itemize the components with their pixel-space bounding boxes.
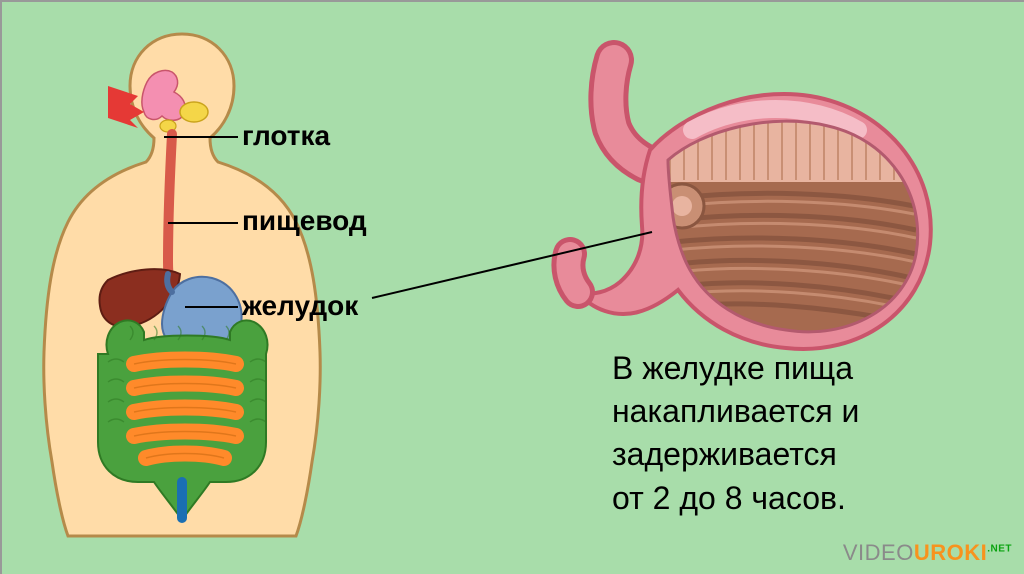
label-esophagus: пищевод [242, 205, 367, 237]
slide-canvas: глотка пищевод желудок В желудке пища на… [0, 0, 1024, 574]
body-diagram [12, 22, 352, 542]
caption-line: накапливается и [612, 390, 859, 433]
watermark: VIDEOUROKI.NET [843, 540, 1012, 566]
leader-stomach [185, 306, 238, 308]
caption-line: В желудке пища [612, 347, 859, 390]
caption-line: задерживается [612, 433, 859, 476]
caption-line: от 2 до 8 часов. [612, 477, 859, 520]
watermark-p2: UROKI [914, 540, 987, 565]
leader-pharynx [164, 136, 238, 138]
watermark-p1: VIDEO [843, 540, 914, 565]
label-pharynx: глотка [242, 120, 330, 152]
leader-esophagus [168, 222, 238, 224]
stomach-detail [542, 30, 972, 360]
label-stomach: желудок [242, 290, 358, 322]
watermark-p3: .NET [987, 544, 1012, 555]
caption: В желудке пища накапливается и задержива… [612, 347, 859, 520]
